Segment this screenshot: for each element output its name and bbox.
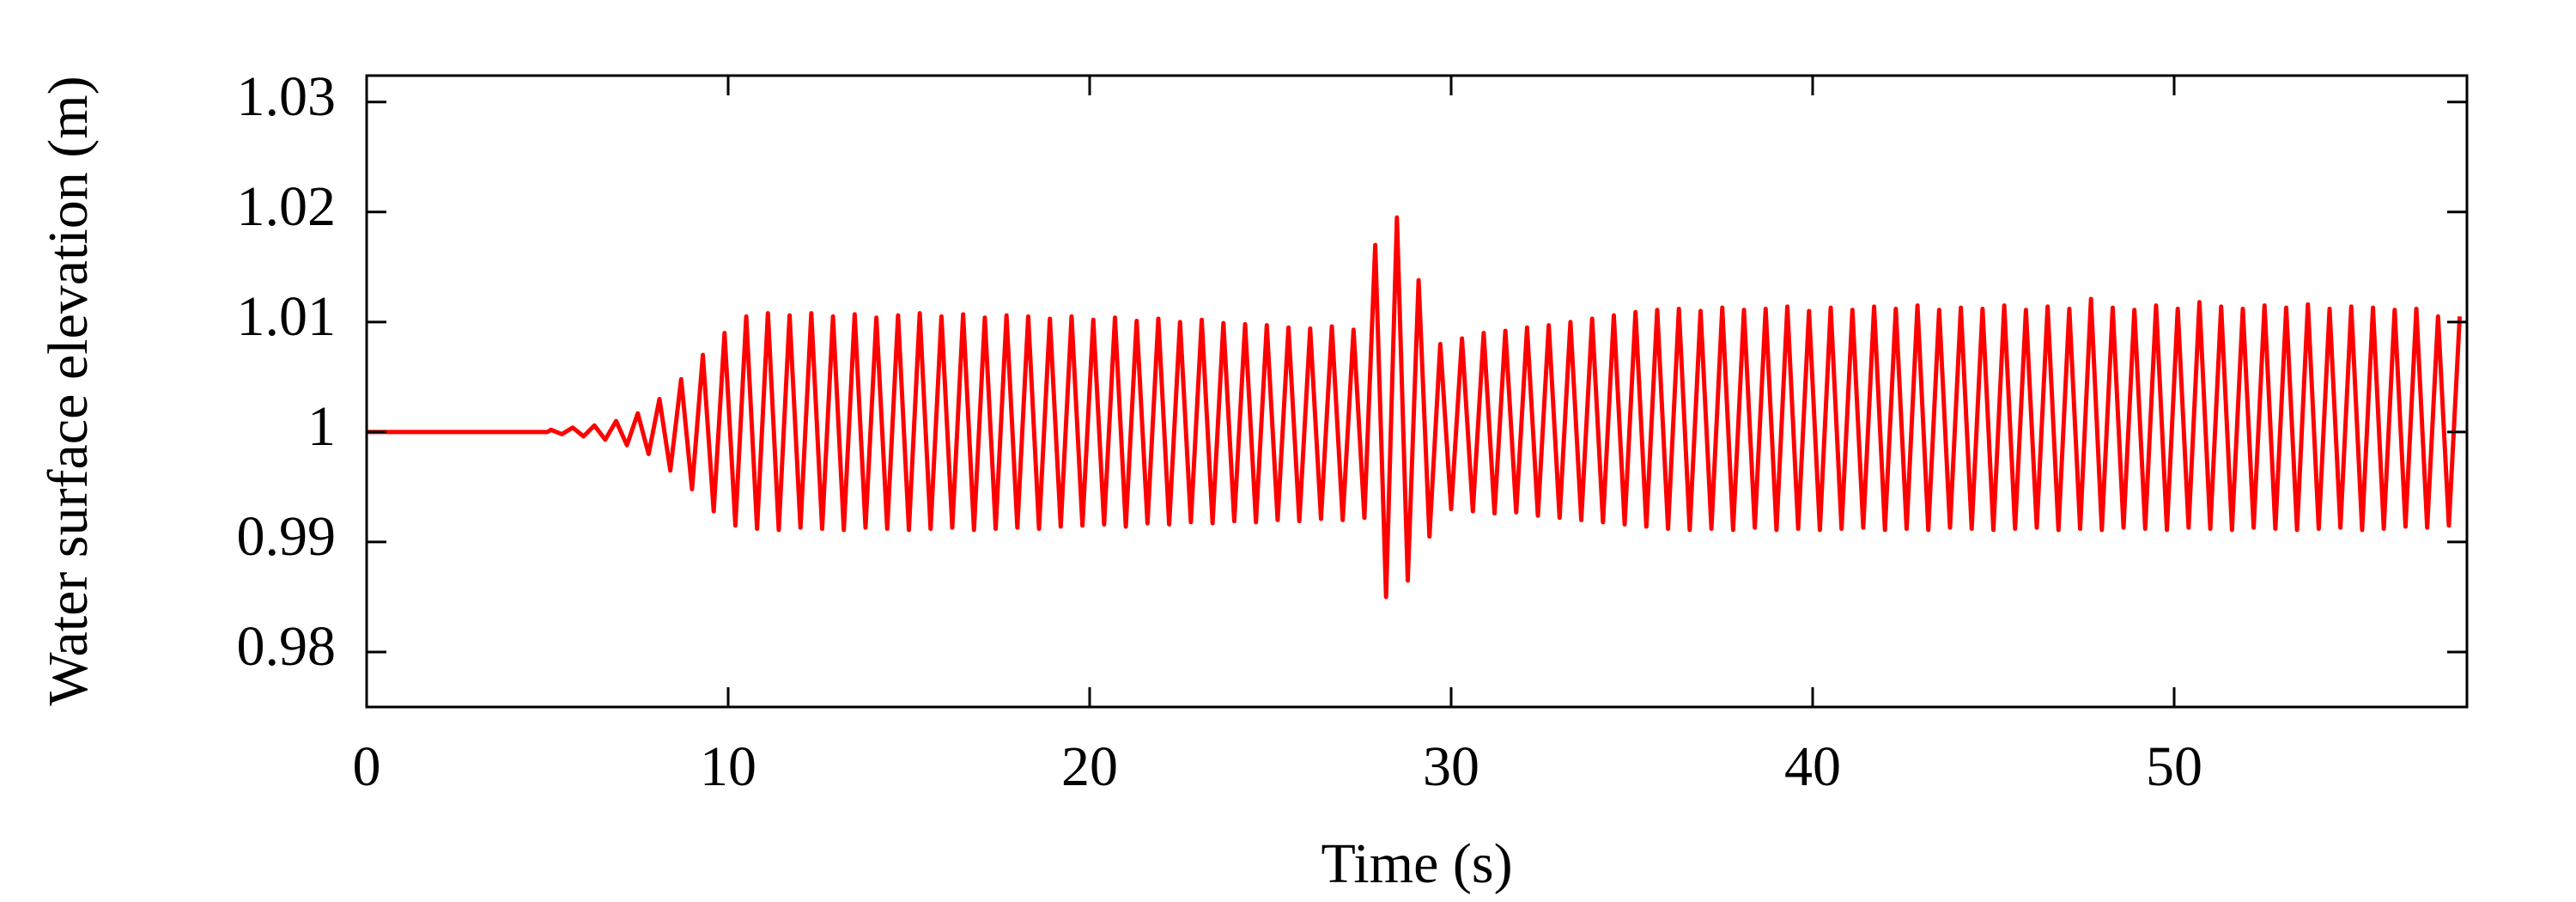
plot-frame [365,74,2469,709]
y-tick-label: 1.03 [237,65,337,128]
y-tick-label: 1.02 [237,175,337,238]
y-tick-label: 1.01 [237,285,337,348]
x-tick-label: 10 [700,735,756,798]
x-tick-label: 50 [2146,735,2202,798]
data-line [367,215,2463,600]
x-tick-label: 40 [1784,735,1841,798]
x-axis-label: Time (s) [1321,832,1512,895]
x-tick-label: 20 [1061,735,1118,798]
x-tick-label: 0 [353,735,381,798]
x-tick-label: 30 [1423,735,1479,798]
y-tick-label: 0.99 [237,505,337,568]
y-tick-label: 0.98 [237,615,337,678]
y-axis-label: Water surface elevation (m) [37,76,100,705]
y-tick-label: 1 [307,395,336,458]
